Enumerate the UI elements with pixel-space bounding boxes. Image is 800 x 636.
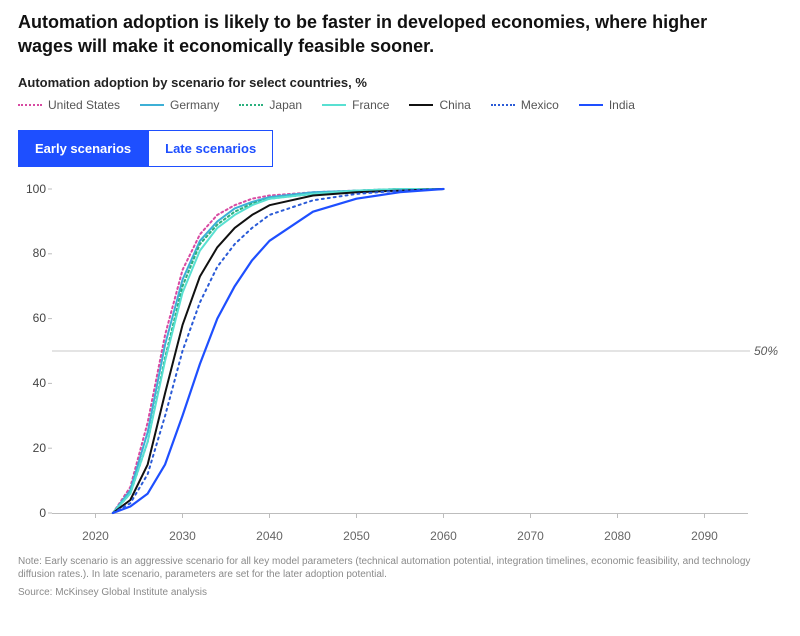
legend-swatch [579, 104, 603, 106]
chart-subtitle: Automation adoption by scenario for sele… [18, 75, 782, 90]
y-tick-label: 100 [18, 182, 46, 196]
y-tick-label: 40 [18, 376, 46, 390]
y-tick-label: 20 [18, 441, 46, 455]
chart: 0204060801002020203020402050206020702080… [18, 181, 778, 551]
y-tick-label: 80 [18, 246, 46, 260]
x-tick-label: 2060 [430, 529, 457, 543]
tab-late-scenarios[interactable]: Late scenarios [148, 130, 273, 167]
legend-item: Germany [140, 98, 219, 112]
page-title: Automation adoption is likely to be fast… [18, 10, 738, 59]
legend-swatch [239, 104, 263, 106]
x-tick-label: 2040 [256, 529, 283, 543]
legend-item: China [409, 98, 470, 112]
chart-svg [18, 181, 778, 551]
y-tick-label: 0 [18, 506, 46, 520]
x-tick-label: 2030 [169, 529, 196, 543]
legend-item: Japan [239, 98, 302, 112]
y-tick-label: 60 [18, 311, 46, 325]
x-tick-label: 2070 [517, 529, 544, 543]
legend-swatch [18, 104, 42, 106]
footnote-note: Note: Early scenario is an aggressive sc… [18, 555, 778, 582]
legend-label: Mexico [521, 98, 559, 112]
x-tick-label: 2090 [691, 529, 718, 543]
legend-label: India [609, 98, 635, 112]
legend-item: United States [18, 98, 120, 112]
legend-item: Mexico [491, 98, 559, 112]
footnote-source: Source: McKinsey Global Institute analys… [18, 586, 778, 600]
legend-label: United States [48, 98, 120, 112]
scenario-tabs: Early scenarios Late scenarios [18, 130, 782, 167]
legend-swatch [140, 104, 164, 106]
legend-swatch [322, 104, 346, 106]
x-tick-label: 2080 [604, 529, 631, 543]
legend-label: China [439, 98, 470, 112]
legend-swatch [409, 104, 433, 106]
legend-label: Japan [269, 98, 302, 112]
reference-line-label: 50% [754, 344, 778, 358]
legend-label: Germany [170, 98, 219, 112]
legend-label: France [352, 98, 389, 112]
legend-item: France [322, 98, 389, 112]
x-tick-label: 2020 [82, 529, 109, 543]
tab-early-scenarios[interactable]: Early scenarios [18, 130, 148, 167]
legend-item: India [579, 98, 635, 112]
legend: United States Germany Japan France China Mexi… [18, 98, 782, 112]
x-tick-label: 2050 [343, 529, 370, 543]
legend-swatch [491, 104, 515, 106]
